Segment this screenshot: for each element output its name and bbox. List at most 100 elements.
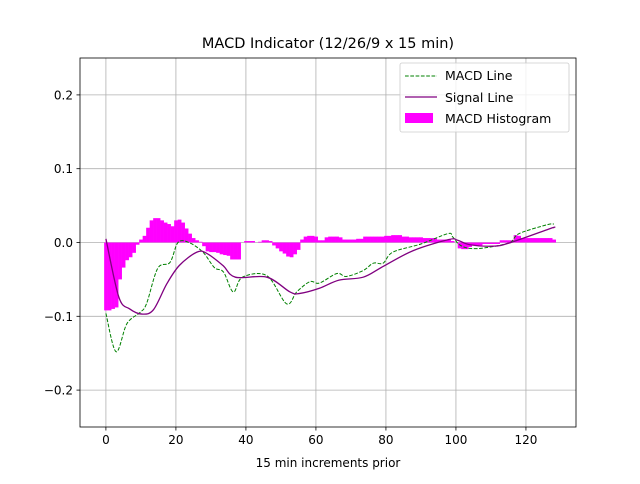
x-tick-label: 60 [308, 433, 323, 447]
histogram-bar [374, 237, 378, 243]
histogram-bar [143, 236, 147, 243]
histogram-bar [552, 240, 556, 243]
x-tick-label: 20 [168, 433, 183, 447]
histogram-bar [332, 237, 336, 243]
histogram-bar [293, 243, 297, 255]
y-tick-label: −0.1 [44, 310, 73, 324]
histogram-bar [416, 237, 420, 242]
x-tick-label: 0 [102, 433, 110, 447]
histogram-bar [118, 243, 122, 280]
x-tick-label: 100 [444, 433, 467, 447]
histogram-bar [209, 243, 213, 253]
histogram-bar [136, 243, 140, 245]
histogram-bar [531, 238, 535, 242]
histogram-bar [381, 237, 385, 243]
histogram-bar [104, 243, 108, 311]
histogram-bar [398, 235, 402, 242]
histogram-bar [195, 240, 199, 242]
histogram-bar [122, 243, 126, 268]
histogram-bar [419, 237, 423, 242]
histogram-bar [402, 237, 406, 243]
histogram-bar [157, 218, 161, 242]
histogram-bar [286, 243, 290, 257]
histogram-bar [353, 240, 357, 243]
histogram-bar [500, 240, 504, 242]
histogram-bar [139, 240, 143, 243]
histogram-bar [360, 239, 364, 243]
histogram-bar [493, 243, 497, 244]
histogram-bar [132, 243, 136, 253]
histogram-bar [216, 243, 220, 253]
histogram-bar [479, 243, 483, 246]
histogram-bar [178, 220, 182, 243]
chart-title: MACD Indicator (12/26/9 x 15 min) [202, 36, 454, 52]
histogram-bar [538, 238, 542, 242]
histogram-bar [146, 228, 150, 243]
histogram-bar [304, 237, 308, 243]
histogram-bar [342, 240, 346, 243]
histogram-bar [258, 242, 262, 243]
histogram-bar [174, 220, 178, 242]
histogram-bar [276, 243, 280, 249]
histogram-bar [269, 241, 273, 242]
histogram-bar [482, 243, 486, 244]
histogram-bar [328, 237, 332, 243]
histogram-bar [542, 238, 546, 242]
histogram-bar [115, 243, 119, 308]
legend-macd-label: MACD Line [445, 68, 513, 83]
histogram-bar [265, 240, 269, 242]
histogram-bar [496, 243, 500, 244]
histogram-bar [202, 243, 206, 247]
y-tick-label: 0.2 [54, 88, 73, 102]
histogram-bar [181, 223, 185, 243]
histogram-bar [524, 238, 528, 242]
histogram-bar [248, 241, 252, 242]
histogram-bar [412, 237, 416, 242]
histogram-bar [192, 238, 196, 242]
histogram-bar [503, 240, 507, 242]
histogram-bar [213, 243, 217, 253]
x-tick-label: 80 [378, 433, 393, 447]
histogram-bar [160, 220, 164, 242]
histogram-bar [356, 239, 360, 243]
histogram-bar [367, 237, 371, 243]
histogram-bar [223, 243, 227, 256]
histogram-bar [164, 223, 168, 243]
histogram-bar [307, 236, 311, 243]
histogram-bar [370, 237, 374, 243]
histogram-bar [244, 241, 248, 242]
histogram-bar [388, 236, 392, 243]
histogram-bar [230, 243, 234, 260]
y-tick-label: 0.1 [54, 162, 73, 176]
histogram-bar [489, 243, 493, 244]
histogram-bar [349, 240, 353, 243]
histogram-bar [129, 243, 133, 258]
histogram-bar [339, 237, 343, 242]
histogram-bar [545, 238, 549, 242]
histogram-bar [311, 236, 315, 243]
histogram-bar [220, 243, 224, 255]
histogram-bar [150, 220, 154, 242]
histogram-bar [486, 243, 490, 244]
histogram-bar [346, 240, 350, 243]
histogram-bar [279, 243, 283, 252]
x-tick-label: 120 [514, 433, 537, 447]
histogram-bar [300, 240, 304, 243]
histogram-bar [185, 228, 189, 242]
histogram-bar [262, 240, 266, 242]
y-tick-label: 0.0 [54, 236, 73, 250]
histogram-bar [283, 243, 287, 254]
legend-histogram-swatch [405, 113, 433, 123]
histogram-bar [549, 238, 553, 242]
legend-signal-label: Signal Line [445, 90, 514, 105]
histogram-bar [237, 243, 241, 260]
histogram-bar [528, 238, 532, 242]
y-tick-label: −0.2 [44, 384, 73, 398]
histogram-bar [227, 243, 231, 256]
histogram-bar [377, 237, 381, 243]
histogram-bar [251, 241, 255, 242]
legend: MACD Line Signal Line MACD Histogram [400, 63, 569, 132]
histogram-bar [290, 243, 294, 258]
histogram-bar [409, 237, 413, 242]
